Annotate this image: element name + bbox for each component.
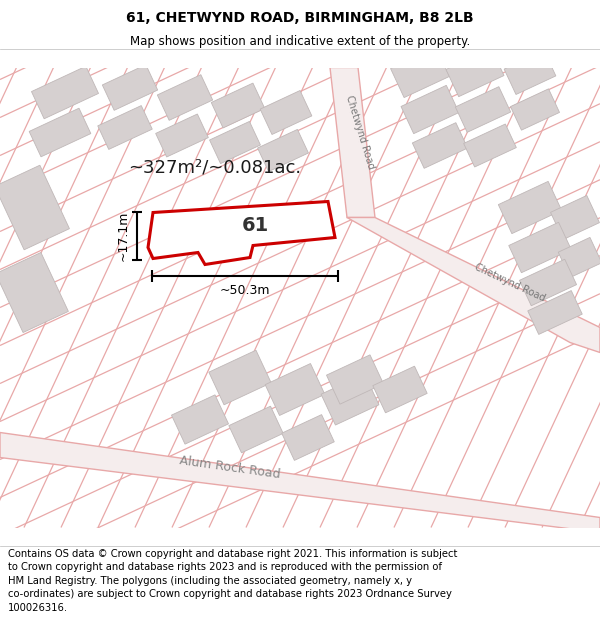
Polygon shape (330, 68, 375, 218)
Polygon shape (229, 406, 283, 453)
Polygon shape (155, 114, 208, 157)
Polygon shape (209, 121, 260, 164)
Text: ~17.1m: ~17.1m (117, 210, 130, 261)
Text: Alum Rock Road: Alum Rock Road (179, 454, 281, 481)
Polygon shape (211, 83, 265, 128)
Polygon shape (209, 350, 271, 405)
Text: 61, CHETWYND ROAD, BIRMINGHAM, B8 2LB: 61, CHETWYND ROAD, BIRMINGHAM, B8 2LB (126, 11, 474, 25)
Polygon shape (265, 364, 325, 416)
Polygon shape (172, 395, 229, 444)
Polygon shape (528, 291, 582, 334)
Polygon shape (499, 181, 562, 234)
Polygon shape (31, 66, 98, 119)
Polygon shape (558, 238, 600, 278)
Polygon shape (520, 259, 577, 306)
Polygon shape (504, 51, 556, 94)
Text: 61: 61 (241, 216, 269, 235)
Polygon shape (98, 106, 152, 149)
Polygon shape (347, 217, 600, 352)
Polygon shape (0, 432, 600, 532)
Polygon shape (373, 366, 427, 413)
Polygon shape (511, 89, 560, 130)
Polygon shape (551, 196, 599, 239)
Text: Map shows position and indicative extent of the property.: Map shows position and indicative extent… (130, 35, 470, 48)
Polygon shape (401, 86, 459, 134)
Polygon shape (257, 129, 308, 172)
Text: Chetwynd Road: Chetwynd Road (344, 94, 376, 171)
Polygon shape (0, 165, 70, 250)
Polygon shape (391, 48, 449, 98)
Polygon shape (29, 108, 91, 157)
Text: ~327m²/~0.081ac.: ~327m²/~0.081ac. (128, 159, 302, 176)
Polygon shape (455, 87, 511, 132)
Text: ~50.3m: ~50.3m (220, 284, 270, 296)
Polygon shape (148, 201, 335, 264)
Polygon shape (157, 74, 212, 121)
Polygon shape (0, 253, 68, 332)
Polygon shape (509, 222, 571, 272)
Polygon shape (260, 91, 312, 134)
Polygon shape (103, 64, 158, 111)
Polygon shape (412, 122, 467, 168)
Polygon shape (321, 374, 379, 425)
Text: Contains OS data © Crown copyright and database right 2021. This information is : Contains OS data © Crown copyright and d… (8, 549, 457, 613)
Polygon shape (464, 124, 517, 167)
Polygon shape (446, 48, 504, 97)
Polygon shape (326, 355, 383, 404)
Polygon shape (282, 414, 334, 461)
Text: Chetwynd Road: Chetwynd Road (473, 262, 547, 303)
